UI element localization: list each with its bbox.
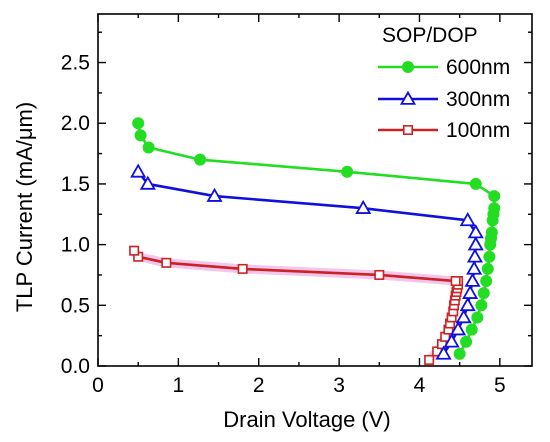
x-tick-label: 2 bbox=[253, 374, 265, 397]
data-point-300nm bbox=[467, 236, 484, 251]
data-point-100nm bbox=[129, 245, 140, 256]
data-point-300nm bbox=[459, 296, 476, 312]
data-point-600nm bbox=[132, 117, 145, 130]
data-point-300nm bbox=[443, 333, 460, 348]
series-600nm bbox=[132, 117, 501, 360]
data-point-600nm bbox=[341, 165, 354, 178]
data-point-600nm bbox=[142, 141, 155, 154]
y-tick-label: 1.0 bbox=[61, 234, 90, 257]
legend-marker-300nm bbox=[399, 90, 417, 105]
legend-marker-600nm bbox=[402, 61, 414, 73]
data-point-100nm bbox=[374, 269, 385, 280]
series-highlight-100nm bbox=[129, 246, 463, 365]
data-point-300nm bbox=[459, 212, 476, 227]
series-300nm bbox=[130, 163, 484, 360]
axes: 0 1 2 3 4 5 0.0 0.5 1.0 1.5 2.0 2.5 bbox=[61, 13, 533, 397]
data-point-300nm bbox=[450, 321, 467, 336]
legend-title: SOP/DOP bbox=[382, 24, 478, 47]
data-point-600nm bbox=[471, 311, 484, 324]
data-point-300nm bbox=[464, 272, 481, 287]
y-tick-label: 0.5 bbox=[61, 294, 90, 317]
series-layer bbox=[129, 117, 501, 365]
data-point-600nm bbox=[481, 262, 494, 275]
data-point-300nm bbox=[466, 248, 483, 263]
series-line-600nm bbox=[136, 122, 496, 355]
legend-label-100nm: 100nm bbox=[446, 119, 510, 142]
plot-frame bbox=[97, 13, 533, 367]
legend-label-300nm: 300nm bbox=[446, 88, 510, 111]
series-100nm bbox=[129, 245, 464, 365]
y-tick-label: 1.5 bbox=[61, 173, 90, 196]
data-point-600nm bbox=[453, 347, 466, 360]
y-tick-label: 2.0 bbox=[61, 112, 90, 135]
data-point-600nm bbox=[460, 335, 473, 348]
data-point-600nm bbox=[469, 177, 482, 190]
data-point-600nm bbox=[475, 299, 488, 312]
data-point-100nm bbox=[237, 263, 248, 274]
data-point-600nm bbox=[477, 287, 490, 300]
data-point-600nm bbox=[480, 275, 493, 288]
legend-marker-100nm bbox=[402, 125, 413, 136]
x-tick-label: 3 bbox=[333, 374, 345, 397]
data-point-600nm bbox=[488, 202, 501, 215]
x-tick-label: 5 bbox=[494, 374, 506, 397]
x-tick-label: 1 bbox=[173, 374, 185, 397]
data-point-600nm bbox=[488, 190, 501, 203]
data-point-300nm bbox=[466, 260, 483, 275]
data-point-600nm bbox=[483, 250, 496, 263]
x-tick-label: 0 bbox=[92, 374, 104, 397]
data-point-100nm bbox=[450, 276, 461, 287]
data-point-300nm bbox=[355, 199, 372, 214]
y-tick-label: 0.0 bbox=[61, 355, 90, 378]
x-axis-title: Drain Voltage (V) bbox=[223, 407, 391, 432]
data-point-300nm bbox=[130, 163, 147, 178]
legend-label-600nm: 600nm bbox=[446, 56, 510, 79]
data-point-600nm bbox=[465, 323, 478, 336]
data-point-300nm bbox=[435, 345, 452, 360]
y-tick-label: 2.5 bbox=[61, 52, 90, 75]
data-point-600nm bbox=[194, 153, 207, 166]
data-point-300nm bbox=[462, 284, 479, 299]
data-point-300nm bbox=[455, 309, 472, 324]
y-axis-title: TLP Current (mA/μm) bbox=[12, 102, 37, 312]
legend: SOP/DOP 600nm 300nm 100nm bbox=[378, 24, 510, 142]
data-point-300nm bbox=[467, 224, 484, 239]
data-point-100nm bbox=[424, 354, 435, 365]
data-point-300nm bbox=[206, 187, 223, 202]
data-point-600nm bbox=[134, 129, 147, 142]
data-point-300nm bbox=[139, 175, 156, 190]
data-point-600nm bbox=[485, 226, 498, 239]
data-point-100nm bbox=[161, 257, 172, 268]
x-tick-label: 4 bbox=[414, 374, 426, 397]
